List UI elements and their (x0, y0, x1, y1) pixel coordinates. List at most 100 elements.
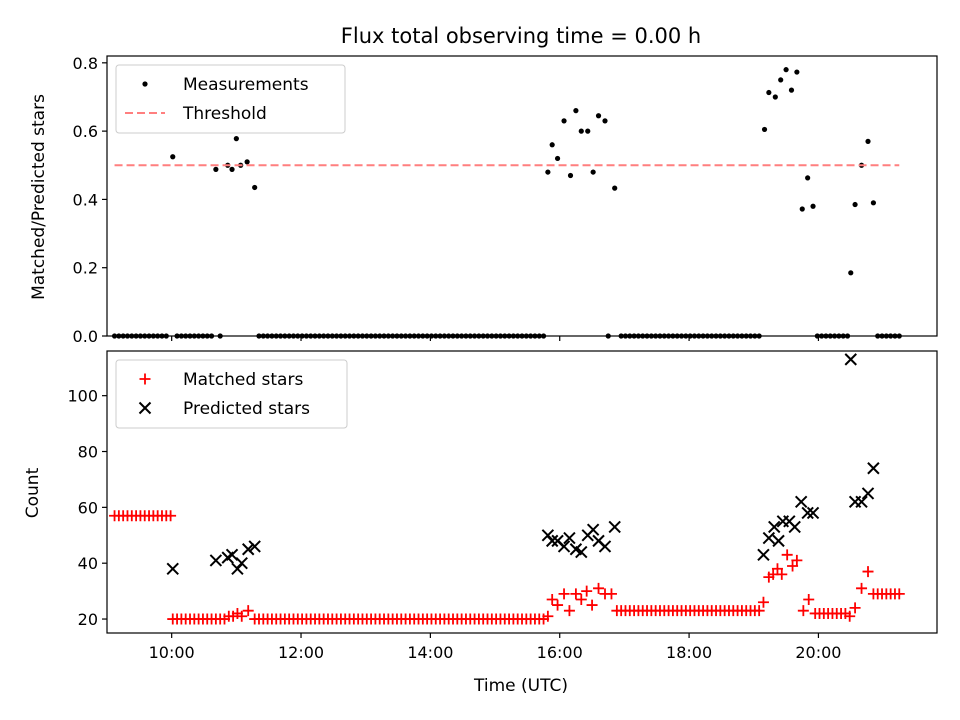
measurement-point (799, 206, 805, 212)
matched-stars-point (558, 588, 570, 600)
top-y-tick-label: 0.4 (73, 190, 98, 209)
legend-measurement-swatch (142, 81, 148, 87)
predicted-stars-point (757, 548, 770, 562)
measurement-point (602, 118, 608, 124)
predicted-stars-point (166, 562, 179, 575)
measurement-point (766, 89, 772, 96)
predicted-stars-point (575, 545, 588, 559)
bottom-y-axis-label: Count (23, 467, 43, 518)
matched-stars-point (776, 568, 788, 580)
predicted-stars-point (867, 462, 880, 475)
matched-stars-point (787, 560, 799, 572)
matched-stars-point (605, 588, 617, 600)
predicted-stars-point (209, 554, 223, 567)
matched-stars-point (781, 549, 793, 561)
measurement-point (578, 128, 584, 134)
x-tick-label: 16:00 (537, 643, 583, 662)
matched-stars-point (563, 605, 575, 617)
measurement-point (865, 138, 871, 144)
bottom-y-tick-label: 60 (78, 498, 98, 517)
legend-label: Predicted stars (183, 399, 310, 419)
predicted-stars-point (242, 543, 255, 556)
legend-label: Threshold (182, 104, 267, 124)
bottom-series-0 (109, 510, 905, 625)
matched-stars-point (791, 554, 803, 566)
x-axis-label: Time (UTC) (473, 676, 568, 696)
matched-stars-point (757, 596, 769, 608)
predicted-stars-point (772, 534, 785, 548)
legend-label: Matched stars (183, 370, 303, 390)
top-plot-frame (106, 55, 938, 337)
measurement-point (810, 203, 816, 209)
measurement-point (778, 77, 784, 83)
predicted-stars-point (806, 506, 820, 520)
predicted-stars-point (794, 495, 808, 508)
measurement-point (567, 172, 574, 179)
matched-stars-point (575, 593, 587, 605)
matched-stars-point (242, 605, 254, 617)
top-panel: 0.0 0.2 0.4 0.6 0.8 Measurements Threshold (73, 54, 938, 346)
matched-stars-point (586, 599, 598, 611)
bottom-series-1 (166, 353, 880, 575)
measurement-point (573, 108, 579, 114)
measurement-point (772, 94, 778, 100)
x-tick-label: 10:00 (149, 643, 195, 662)
measurement-point (233, 136, 239, 142)
predicted-stars-point (788, 520, 801, 534)
matched-stars-point (862, 566, 874, 578)
matched-stars-point (803, 593, 815, 605)
legend-box (115, 359, 348, 429)
predicted-stars-point (608, 520, 621, 534)
predicted-stars-point (235, 556, 248, 570)
matched-stars-point (570, 588, 582, 600)
matched-stars-point (165, 510, 177, 522)
matched-stars-point (797, 605, 809, 617)
matched-stars-point (849, 602, 861, 614)
x-tick-label: 20:00 (795, 643, 841, 662)
bottom-y-tick-label: 40 (78, 554, 98, 573)
predicted-stars-point (545, 534, 559, 548)
bottom-y-tick-label: 100 (67, 387, 98, 406)
measurement-point (848, 270, 854, 276)
top-y-tick-label: 0.8 (73, 54, 98, 73)
bottom-plot-frame (106, 350, 938, 634)
matched-stars-point (581, 585, 593, 597)
matched-stars-point (753, 605, 765, 617)
bottom-legend: Matched stars Predicted stars (115, 359, 348, 429)
measurement-point (590, 169, 596, 175)
predicted-stars-point (801, 506, 814, 520)
x-tick-label: 18:00 (666, 643, 712, 662)
top-legend: Measurements Threshold (115, 64, 346, 134)
predicted-stars-point (844, 353, 857, 366)
predicted-stars-point (598, 540, 612, 553)
matched-stars-point (771, 563, 783, 575)
measurement-point (595, 113, 602, 119)
x-tick-label: 14:00 (407, 643, 453, 662)
predicted-stars-point (762, 531, 776, 545)
matched-stars-point (593, 582, 605, 594)
measurement-point (244, 159, 250, 165)
measurement-point (170, 154, 176, 160)
measurement-point (229, 166, 235, 172)
matched-stars-point (542, 610, 554, 622)
measurement-point (554, 155, 561, 162)
predicted-stars-point (861, 487, 875, 500)
legend-matched-swatch (139, 373, 151, 385)
chart-title: Flux total observing time = 0.00 h (341, 24, 701, 48)
measurement-point (852, 201, 858, 208)
matched-stars-point (236, 610, 248, 622)
top-y-tick-label: 0.2 (73, 259, 98, 278)
bottom-y-tick-label: 20 (78, 610, 98, 629)
measurement-point (788, 87, 795, 93)
measurement-point (585, 128, 591, 134)
legend-box (115, 64, 346, 134)
measurement-point (805, 175, 811, 181)
measurement-point (545, 169, 551, 175)
measurement-point (794, 69, 800, 75)
measurement-point (561, 118, 567, 124)
predicted-stars-point (586, 523, 600, 536)
measurement-point (612, 185, 618, 191)
x-tick-label: 12:00 (278, 643, 324, 662)
predicted-stars-point (557, 540, 571, 553)
